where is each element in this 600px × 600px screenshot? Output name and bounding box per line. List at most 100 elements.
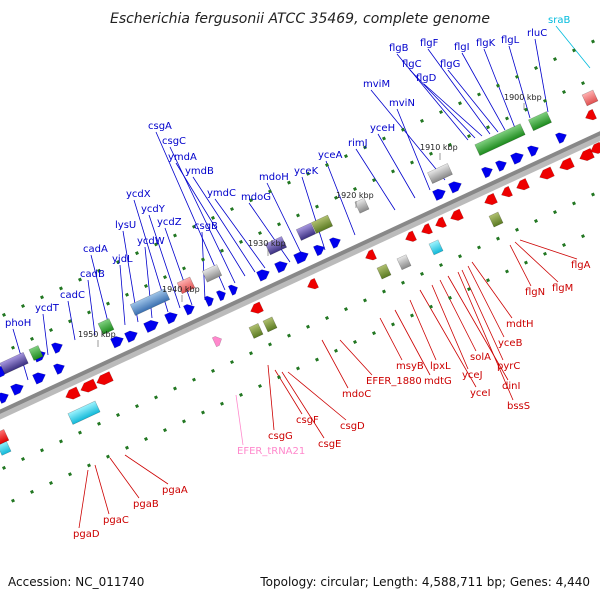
grid-tick — [163, 428, 167, 433]
forward-gene — [124, 330, 138, 343]
gene-block-shape — [581, 89, 599, 107]
grid-tick — [135, 404, 139, 409]
grid-tick — [106, 454, 110, 459]
reverse-gene — [450, 208, 464, 221]
grid-tick — [144, 436, 148, 441]
gene-label-flgA: flgA — [571, 260, 591, 271]
grid-tick — [87, 310, 91, 315]
gene-label-ycdY: ycdY — [141, 204, 166, 215]
grid-tick — [439, 263, 443, 268]
grid-tick — [78, 430, 82, 435]
leader-line — [370, 89, 446, 181]
gene-block — [488, 211, 504, 228]
gene-label-dinI: dinI — [502, 381, 520, 392]
gene-label-EFER_tRNA21: EFER_tRNA21 — [237, 446, 305, 457]
leader-line — [155, 131, 226, 291]
reverse-gene — [516, 178, 530, 191]
reverse-gene-shape — [365, 249, 377, 261]
grid-tick — [458, 101, 462, 106]
leader-line — [42, 313, 49, 356]
gene-label-mdoG: mdoG — [241, 192, 271, 203]
grid-tick — [325, 162, 329, 167]
grid-tick — [249, 351, 253, 356]
grid-tick — [581, 234, 585, 239]
forward-gene-shape — [0, 392, 9, 404]
gene-block-shape — [474, 123, 526, 156]
map-title: Escherichia fergusonii ATCC 35469, compl… — [110, 11, 490, 27]
grid-tick — [382, 136, 386, 141]
forward-gene — [495, 160, 507, 172]
grid-tick — [391, 169, 395, 174]
forward-gene — [448, 181, 462, 194]
grid-tick — [448, 142, 452, 147]
gene-label-flgM: flgM — [552, 283, 573, 294]
gene-block — [28, 345, 44, 361]
leader-line — [169, 146, 236, 284]
grid-tick — [106, 301, 110, 306]
leader-line — [509, 244, 532, 287]
leader-line — [325, 160, 356, 236]
gene-block-shape — [97, 318, 115, 335]
gene-label-ycdT: ycdT — [35, 303, 60, 314]
grid-tick — [505, 116, 509, 121]
gene-label-lpxL: lpxL — [430, 361, 451, 372]
gene-block-shape — [248, 323, 264, 339]
reverse-gene-shape — [435, 216, 447, 228]
grid-tick — [116, 259, 120, 264]
gene-label-rluC: rluC — [527, 28, 547, 39]
grid-tick — [315, 357, 319, 362]
leader-line — [447, 69, 499, 133]
leader-line — [461, 269, 504, 361]
grid-tick — [154, 242, 158, 247]
accession-text: Accession: NC_011740 — [8, 575, 144, 589]
grid-tick — [2, 312, 6, 317]
gene-label-lysU: lysU — [115, 220, 136, 231]
gene-block-shape — [295, 222, 317, 241]
leader-line — [447, 275, 509, 381]
leader-line — [248, 202, 291, 263]
grid-tick — [11, 498, 15, 503]
reverse-gene — [80, 378, 98, 393]
gene-label-ymdC: ymdC — [207, 188, 236, 199]
grid-tick — [572, 48, 576, 53]
grid-tick — [30, 336, 34, 341]
forward-gene — [256, 269, 270, 282]
grid-tick — [543, 98, 547, 103]
gene-label-yceA: yceA — [318, 150, 343, 161]
kbp-label: 1950 kbp — [78, 330, 116, 339]
grid-tick — [553, 210, 557, 215]
grid-tick — [496, 236, 500, 241]
gene-block — [310, 214, 334, 234]
genome-backbone — [0, 131, 600, 414]
grid-tick — [192, 377, 196, 382]
reverse-gene-shape — [501, 185, 513, 198]
leader-line — [164, 227, 193, 306]
grid-tick — [467, 287, 471, 292]
grid-tick — [287, 180, 291, 185]
grid-tick — [97, 268, 101, 273]
gene-block — [354, 197, 370, 214]
gene-label-flgG: flgG — [440, 59, 460, 70]
gene-label-flgF: flgF — [420, 38, 439, 49]
gene-label-csgE: csgE — [318, 439, 341, 450]
grid-tick — [372, 331, 376, 336]
grid-tick — [68, 472, 72, 477]
forward-gene — [0, 392, 9, 404]
gene-label-phoH: phoH — [5, 318, 31, 329]
reverse-gene-shape — [65, 386, 81, 400]
reverse-gene-shape — [80, 378, 98, 393]
gene-label-flgI: flgI — [454, 42, 470, 53]
grid-tick-marks — [2, 39, 595, 503]
leader-line — [483, 48, 516, 129]
gene-label-sraB: sraB — [548, 15, 570, 26]
gene-block-shape — [129, 288, 171, 316]
gene-block — [67, 400, 101, 425]
forward-gene-shape — [227, 284, 238, 296]
gene-label-csgC: csgC — [162, 136, 186, 147]
reverse-gene-shape — [250, 301, 264, 314]
label-leader-lines — [12, 25, 591, 529]
grid-tick — [296, 213, 300, 218]
gene-block-shape — [0, 428, 10, 447]
gene-block-shape — [488, 211, 504, 228]
reverse-gene — [96, 371, 114, 386]
